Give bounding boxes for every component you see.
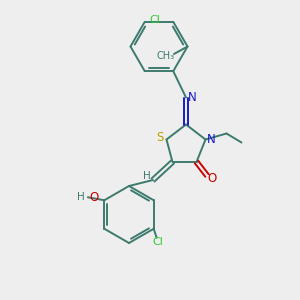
Text: Cl: Cl bbox=[153, 237, 164, 247]
Text: CH₃: CH₃ bbox=[157, 50, 175, 61]
Text: O: O bbox=[89, 191, 99, 204]
Text: S: S bbox=[156, 130, 164, 144]
Text: O: O bbox=[207, 172, 216, 185]
Text: H: H bbox=[77, 192, 85, 202]
Text: N: N bbox=[207, 133, 216, 146]
Text: H: H bbox=[142, 171, 150, 182]
Text: N: N bbox=[188, 91, 197, 104]
Text: Cl: Cl bbox=[150, 15, 161, 25]
